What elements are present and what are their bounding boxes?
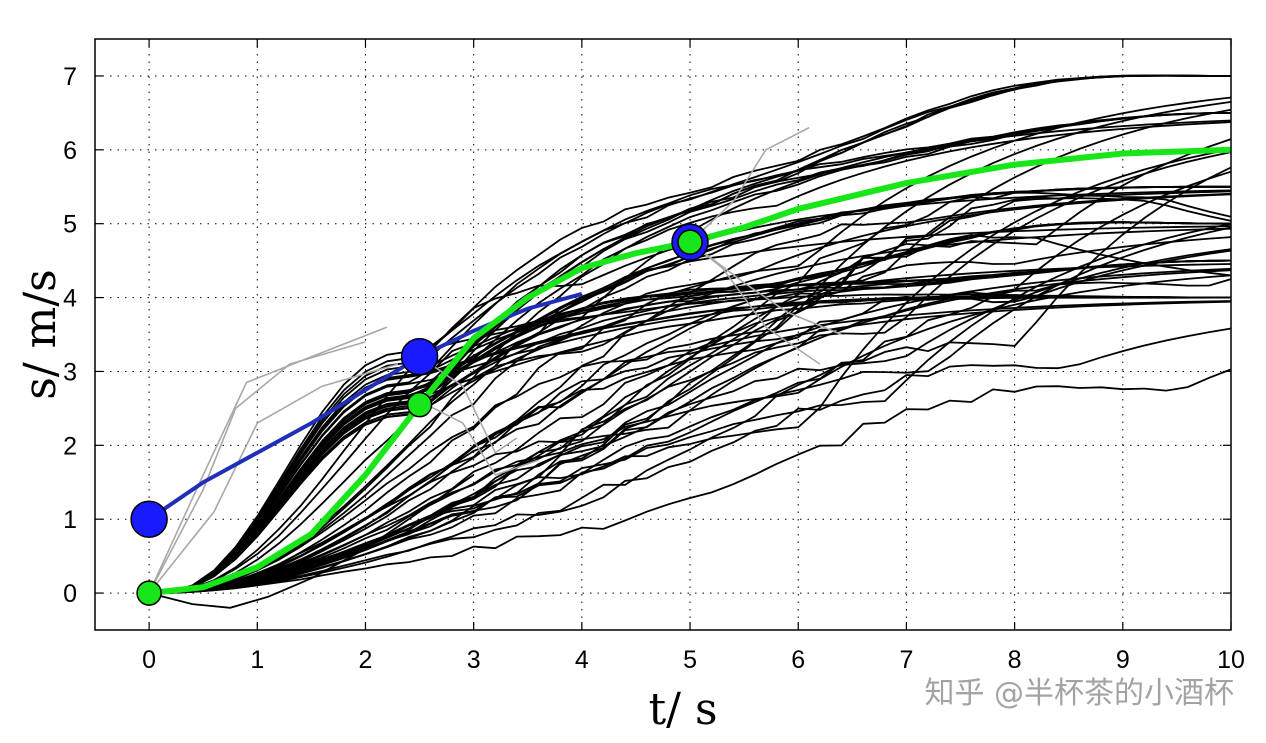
y-tick-label: 5: [63, 211, 77, 239]
waypoint-markers: [130, 223, 709, 606]
y-tick-label: 3: [63, 358, 77, 386]
rejected-line: [419, 356, 518, 454]
x-tick-label: 1: [250, 646, 264, 674]
candidate-line: [149, 112, 1232, 594]
y-tick-label: 6: [63, 137, 77, 165]
y-tick-label: 1: [63, 506, 77, 534]
x-tick-label: 0: [142, 646, 156, 674]
candidate-line: [149, 221, 1232, 594]
watermark-text: 知乎 @半杯茶的小酒杯: [924, 676, 1234, 711]
candidate-line: [149, 259, 1232, 594]
rejected-line: [419, 400, 539, 476]
candidate-line: [149, 226, 1232, 594]
candidate-line: [149, 233, 1232, 594]
selected-paths: [147, 146, 1232, 597]
x-tick-label: 7: [899, 646, 913, 674]
x-tick-label: 6: [791, 646, 805, 674]
y-tick-label: 0: [63, 580, 77, 608]
blue-trajectory: [147, 291, 583, 521]
x-tick-label: 8: [1008, 646, 1022, 674]
x-axis-label: t/ s: [648, 684, 717, 735]
candidate-line: [149, 249, 1232, 594]
rejected-trajectories: [148, 126, 842, 594]
x-tick-label: 5: [683, 646, 697, 674]
rejected-line: [689, 126, 810, 243]
candidate-line: [149, 112, 1232, 594]
x-tick-label: 2: [359, 646, 373, 674]
rejected-line: [148, 341, 366, 594]
x-tick-label: 10: [1217, 646, 1245, 674]
x-tick-label: 9: [1116, 646, 1130, 674]
green-marker: [136, 580, 162, 606]
rejected-line: [148, 363, 399, 594]
candidate-line: [149, 101, 1232, 594]
candidate-line: [149, 269, 1232, 594]
blue-marker: [130, 500, 168, 538]
candidate-line: [149, 248, 1232, 594]
tick-labels: 0 1 2 3 4 5 6 7 8 9 10 0 1 2 3 4 5 6 7: [63, 63, 1245, 674]
y-tick-label: 4: [63, 285, 77, 313]
y-tick-label: 2: [63, 432, 77, 460]
candidate-line: [149, 74, 1231, 594]
candidate-line: [149, 121, 1232, 594]
candidate-line: [149, 197, 1232, 594]
x-tick-label: 4: [575, 646, 589, 674]
plot-frame: [94, 38, 1232, 631]
candidate-line: [149, 368, 1232, 594]
candidate-line: [149, 295, 1232, 594]
candidate-line: [148, 474, 475, 609]
rejected-line: [689, 241, 842, 336]
blue-marker: [400, 337, 439, 376]
rejected-line: [148, 326, 388, 594]
green-marker: [406, 391, 433, 418]
green-trajectory: [148, 146, 1232, 597]
candidate-line: [149, 96, 1232, 594]
candidate-line: [149, 151, 1232, 594]
x-tick-label: 3: [467, 646, 481, 674]
candidate-line: [149, 112, 1232, 594]
candidate-line: [149, 259, 1232, 594]
green-marker: [677, 229, 703, 255]
y-axis-label: s/ m/s: [15, 269, 66, 400]
candidate-line: [149, 193, 1232, 594]
y-tick-label: 7: [63, 63, 77, 91]
